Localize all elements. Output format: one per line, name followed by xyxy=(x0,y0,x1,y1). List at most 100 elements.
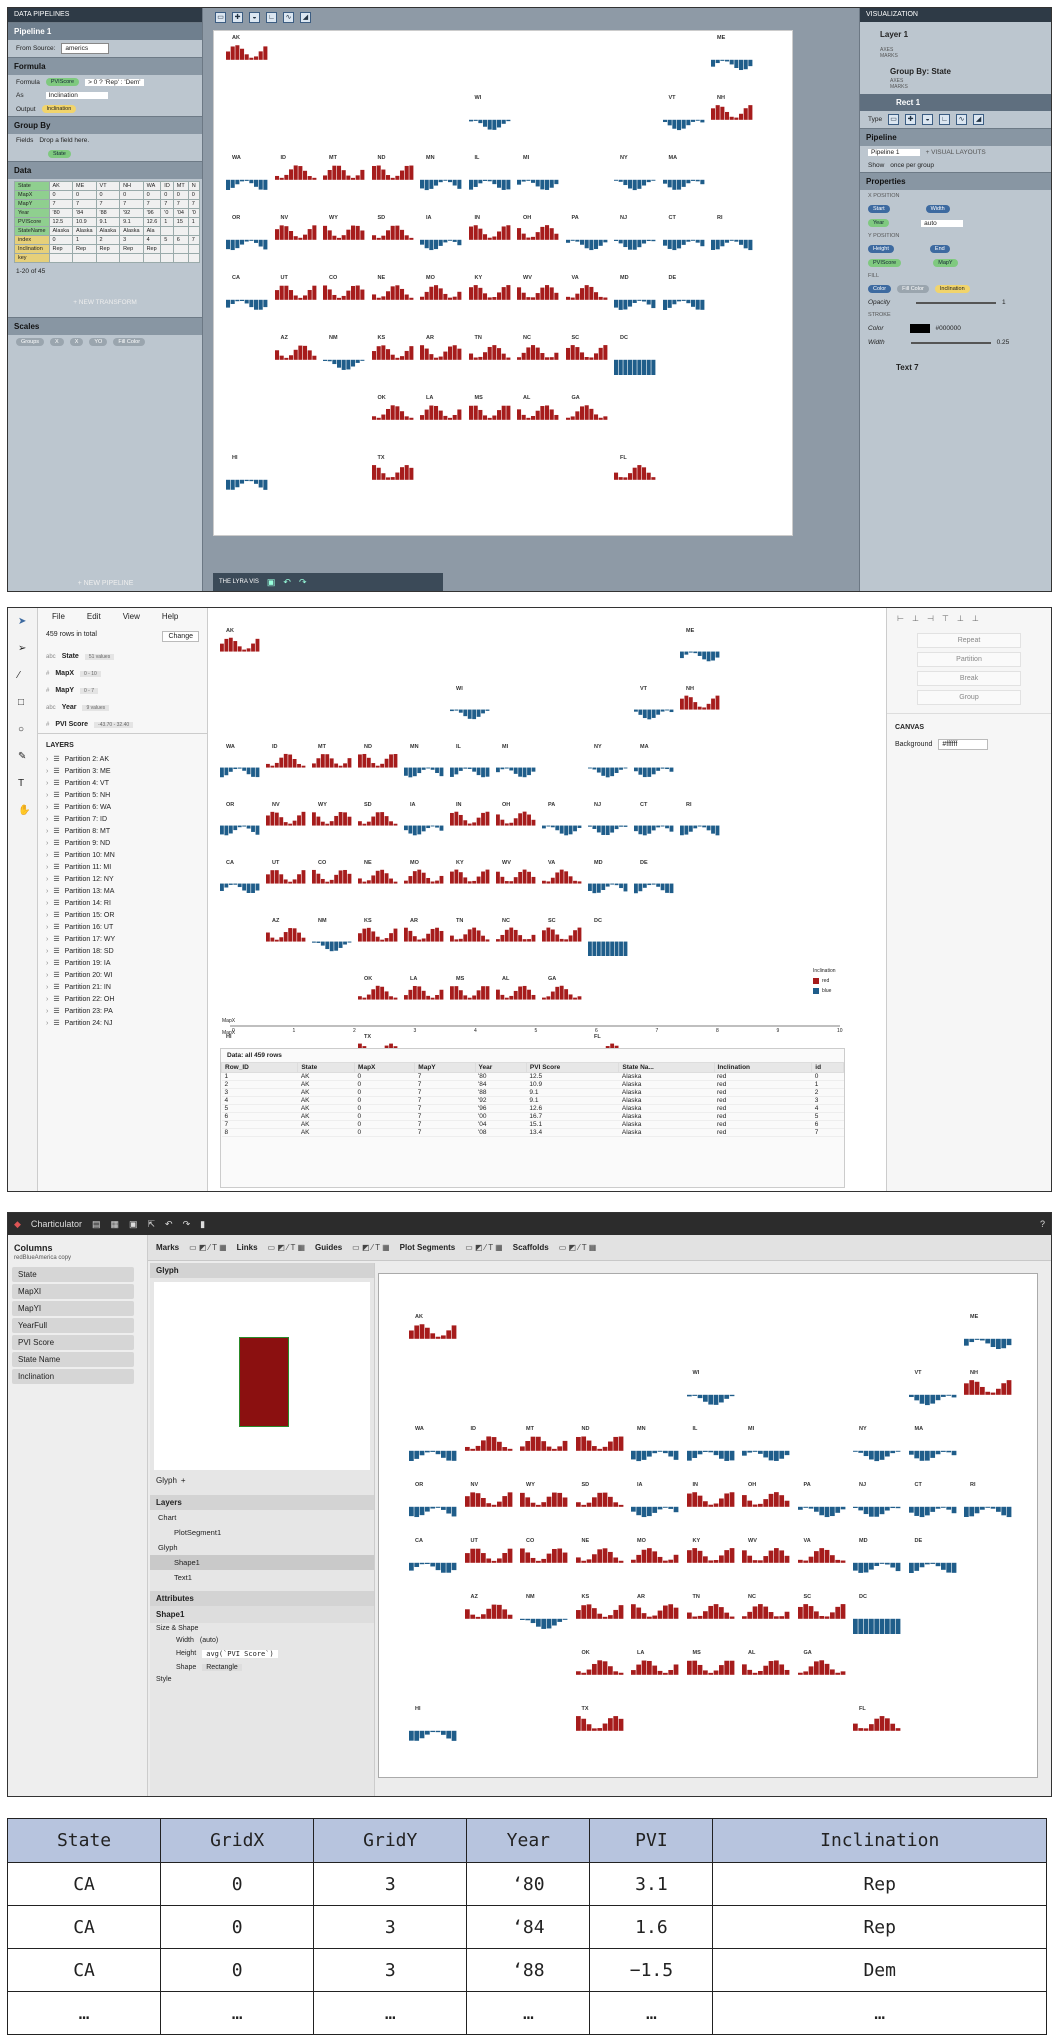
column-header[interactable]: Row_ID xyxy=(220,1062,299,1073)
area-tool-icon[interactable]: ◒ xyxy=(249,12,260,23)
layer-item[interactable]: › ☰ Partition 6: WA xyxy=(38,801,207,813)
state-tile-ga[interactable]: GA xyxy=(564,395,610,435)
pvi-pill[interactable]: PVIScore xyxy=(868,259,902,267)
expand-arrow-icon[interactable]: › xyxy=(46,887,49,895)
layer-item[interactable]: PlotSegment1 xyxy=(174,1528,222,1537)
action-button[interactable]: Partition xyxy=(917,652,1021,667)
expand-arrow-icon[interactable]: › xyxy=(46,827,49,835)
scale-pill[interactable]: Fill Color xyxy=(113,338,146,346)
state-tile-dc[interactable]: DC xyxy=(586,918,630,956)
once-per-group-radio[interactable]: once per group xyxy=(890,162,934,169)
state-tile-ar[interactable]: AR xyxy=(402,918,446,956)
state-tile-ky[interactable]: KY xyxy=(448,860,492,898)
height-select[interactable]: Height xyxy=(868,245,894,253)
layer-item[interactable]: › ☰ Partition 10: MN xyxy=(38,849,207,861)
toolbar-icons[interactable]: ▭ ◩ ⁄ T ▦ xyxy=(189,1243,227,1252)
select-tool-icon[interactable]: ➤ xyxy=(18,616,27,627)
state-tile-mo[interactable]: MO xyxy=(418,275,464,315)
undo-icon[interactable]: ↶ xyxy=(165,1218,173,1229)
state-tile-vt[interactable]: VT xyxy=(661,95,707,135)
column-header[interactable]: Year xyxy=(474,1062,527,1073)
stroke-swatch[interactable] xyxy=(909,324,930,333)
end-select[interactable]: End xyxy=(929,245,950,253)
layer-item[interactable]: › ☰ Partition 14: RI xyxy=(38,897,207,909)
state-tile-tx[interactable]: TX xyxy=(574,1706,626,1746)
help-icon[interactable]: ? xyxy=(1039,1219,1045,1229)
type-curve-icon[interactable]: ∿ xyxy=(956,114,968,125)
state-tile-sd[interactable]: SD xyxy=(356,802,400,840)
layer-item[interactable]: › ☰ Partition 4: VT xyxy=(38,777,207,789)
layer-item[interactable]: › ☰ Partition 16: UT xyxy=(38,921,207,933)
state-tile-de[interactable]: DE xyxy=(661,275,707,315)
state-tile-mn[interactable]: MN xyxy=(402,744,446,782)
menu-item[interactable]: View xyxy=(122,612,140,621)
state-tile-mo[interactable]: MO xyxy=(402,860,446,898)
state-tile-ne[interactable]: NE xyxy=(370,275,416,315)
state-tile-ks[interactable]: KS xyxy=(356,918,400,956)
state-tile-nj[interactable]: NJ xyxy=(586,802,630,840)
state-tile-sd[interactable]: SD xyxy=(574,1482,626,1522)
expand-arrow-icon[interactable]: › xyxy=(46,779,49,787)
as-input[interactable]: Inclination xyxy=(45,92,108,99)
state-tile-ks[interactable]: KS xyxy=(574,1594,626,1634)
state-tile-ma[interactable]: MA xyxy=(661,155,707,195)
expand-arrow-icon[interactable]: › xyxy=(46,815,49,823)
expand-arrow-icon[interactable]: › xyxy=(46,839,49,847)
expand-arrow-icon[interactable]: › xyxy=(46,755,49,763)
state-tile-il[interactable]: IL xyxy=(467,155,513,195)
column-header[interactable]: State xyxy=(297,1062,356,1073)
state-tile-nv[interactable]: NV xyxy=(273,215,319,255)
state-tile-tn[interactable]: TN xyxy=(685,1594,737,1634)
state-tile-sc[interactable]: SC xyxy=(564,335,610,375)
state-tile-la[interactable]: LA xyxy=(418,395,464,435)
expand-arrow-icon[interactable]: › xyxy=(46,911,49,919)
table-row[interactable]: 2 AK 0 7'84 10.9 Alaska red 1 xyxy=(221,1080,844,1089)
save-icon[interactable]: ▣ xyxy=(128,1218,138,1229)
expand-arrow-icon[interactable]: › xyxy=(46,1007,49,1015)
state-tile-az[interactable]: AZ xyxy=(463,1594,515,1634)
state-tile-ca[interactable]: CA xyxy=(407,1538,459,1578)
mapy-pill[interactable]: MapY xyxy=(933,259,958,267)
state-tile-in[interactable]: IN xyxy=(685,1482,737,1522)
layer-item[interactable]: Chart xyxy=(158,1513,177,1522)
state-tile-ut[interactable]: UT xyxy=(264,860,308,898)
change-button[interactable]: Change xyxy=(162,631,199,642)
expand-arrow-icon[interactable]: › xyxy=(46,923,49,931)
undo-icon[interactable]: ↶ xyxy=(283,576,291,587)
layer-item[interactable]: › ☰ Partition 7: ID xyxy=(38,813,207,825)
state-tile-ok[interactable]: OK xyxy=(574,1650,626,1690)
rect-tool-icon[interactable]: □ xyxy=(18,697,25,708)
state-tile-wi[interactable]: WI xyxy=(467,95,513,135)
state-tile-ar[interactable]: AR xyxy=(629,1594,681,1634)
state-tile-ma[interactable]: MA xyxy=(632,744,676,782)
state-tile-de[interactable]: DE xyxy=(632,860,676,898)
state-tile-la[interactable]: LA xyxy=(402,976,446,1014)
toolbar-icons[interactable]: ▭ ◩ ⁄ T ▦ xyxy=(352,1243,390,1252)
align-bottom-icon[interactable]: ⊥ xyxy=(971,614,979,623)
group-state-pill[interactable]: State xyxy=(48,150,71,158)
align-top-icon[interactable]: ⊤ xyxy=(941,614,949,623)
layer-item[interactable]: › ☰ Partition 18: SD xyxy=(38,945,207,957)
delete-icon[interactable]: ▮ xyxy=(200,1218,206,1229)
output-pill[interactable]: Inclination xyxy=(41,105,77,113)
formula-expression[interactable]: > 0 ? 'Rep' : 'Dem' xyxy=(85,78,144,86)
field-item[interactable]: abc Year 9 values xyxy=(38,699,207,716)
state-tile-ak[interactable]: AK xyxy=(224,35,270,75)
type-area-icon[interactable]: ◒ xyxy=(922,114,934,125)
state-tile-nm[interactable]: NM xyxy=(321,335,367,375)
export-icon[interactable]: ⇱ xyxy=(147,1218,156,1229)
state-tile-mo[interactable]: MO xyxy=(629,1538,681,1578)
state-tile-me[interactable]: ME xyxy=(962,1314,1014,1354)
column-header[interactable]: State Na... xyxy=(618,1062,715,1073)
glyph-canvas[interactable] xyxy=(154,1282,370,1470)
state-tile-ut[interactable]: UT xyxy=(463,1538,515,1578)
new-file-icon[interactable]: ▤ xyxy=(91,1218,101,1229)
rect1-title[interactable]: Rect 1 xyxy=(860,94,1051,111)
layer-item[interactable]: › ☰ Partition 23: PA xyxy=(38,1005,207,1017)
glyph-shape[interactable] xyxy=(239,1337,289,1427)
expand-arrow-icon[interactable]: › xyxy=(46,899,49,907)
state-tile-tn[interactable]: TN xyxy=(467,335,513,375)
state-tile-wv[interactable]: WV xyxy=(740,1538,792,1578)
text-tool-icon[interactable]: ◢ xyxy=(300,12,311,23)
state-tile-az[interactable]: AZ xyxy=(273,335,319,375)
